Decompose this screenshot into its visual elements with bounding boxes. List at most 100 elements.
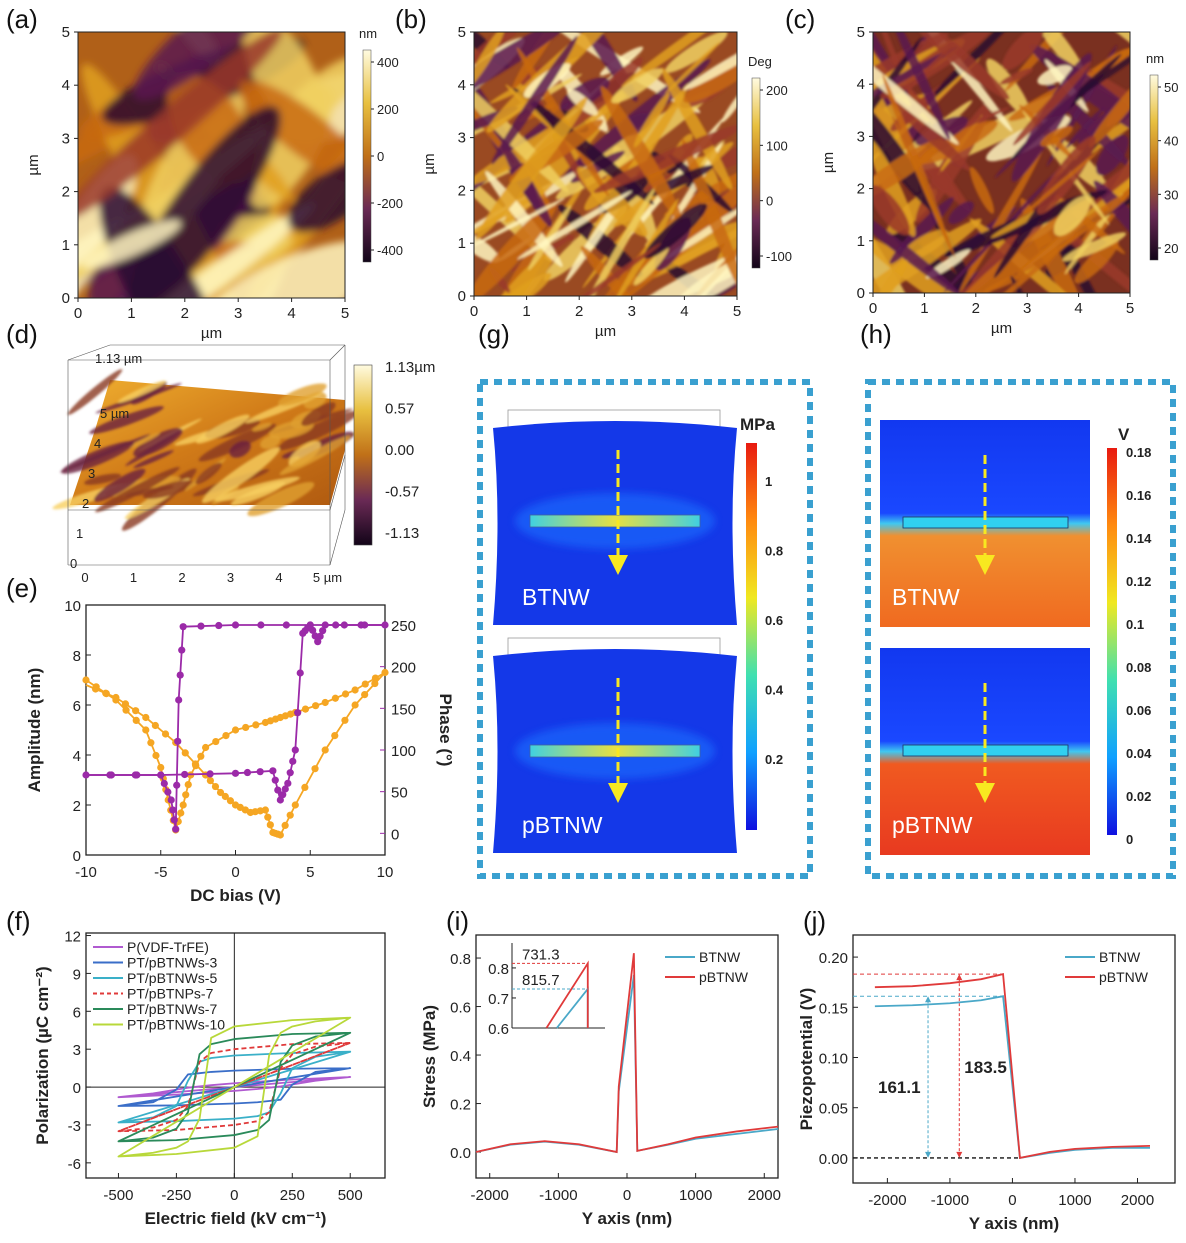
data-point bbox=[152, 751, 160, 760]
legend-label: BTNW bbox=[1099, 949, 1141, 965]
data-point bbox=[202, 743, 210, 752]
data-point bbox=[177, 809, 185, 817]
panel-label: (h) bbox=[860, 319, 892, 349]
data-point bbox=[269, 828, 277, 837]
data-point bbox=[167, 796, 175, 804]
x-axis-label: µm bbox=[201, 325, 222, 342]
x-tick-label: 4 bbox=[287, 305, 295, 322]
colorbar-tick-label: 0.2 bbox=[765, 752, 783, 767]
data-point bbox=[276, 796, 284, 804]
x-tick-label: 3 bbox=[227, 570, 234, 585]
x-tick-label: 0 bbox=[1008, 1192, 1016, 1209]
series-line bbox=[874, 995, 1150, 1159]
colorbar-tick-label: 0.14 bbox=[1126, 531, 1152, 546]
data-point bbox=[286, 811, 294, 819]
x-axis-label: Y axis (nm) bbox=[582, 1209, 672, 1228]
data-point bbox=[321, 621, 329, 629]
data-point bbox=[286, 769, 294, 777]
y2-tick-label: 0 bbox=[391, 826, 399, 843]
legend-label: BTNW bbox=[699, 949, 741, 965]
colorbar-tick-label: 0 bbox=[1126, 832, 1133, 847]
colorbar-tick-label: -400 bbox=[377, 243, 403, 258]
data-point bbox=[231, 801, 240, 809]
series-loop bbox=[117, 1016, 352, 1158]
x-axis-label: µm bbox=[991, 320, 1012, 337]
x-tick-label: 1 bbox=[920, 300, 928, 317]
y-axis-label: Amplitude (nm) bbox=[25, 668, 44, 793]
colorbar bbox=[353, 364, 373, 546]
data-point bbox=[212, 737, 220, 746]
y-tick-label: 1 bbox=[76, 526, 83, 541]
x-tick-label: 5 bbox=[1126, 300, 1134, 317]
colorbar-unit: MPa bbox=[740, 415, 776, 434]
data-point bbox=[291, 801, 299, 809]
data-point bbox=[301, 783, 309, 792]
x-tick-label: -250 bbox=[161, 1187, 191, 1204]
data-point bbox=[340, 621, 348, 629]
y-tick-label: 10 bbox=[64, 598, 81, 615]
y-tick-label: 2 bbox=[857, 181, 865, 198]
data-point bbox=[269, 767, 277, 775]
data-point bbox=[294, 709, 302, 717]
legend-label: pBTNW bbox=[699, 969, 749, 985]
data-point bbox=[182, 791, 190, 799]
x-tick-label: 0 bbox=[869, 300, 877, 317]
potential-map-pbtnw: pBTNW bbox=[880, 648, 1090, 855]
data-point bbox=[191, 760, 200, 768]
stress-map-pbtnw: pBTNW bbox=[493, 637, 737, 853]
data-point bbox=[106, 771, 114, 779]
data-point bbox=[221, 792, 229, 801]
series-loop bbox=[117, 1041, 352, 1133]
data-point bbox=[197, 622, 205, 630]
colorbar-unit: V bbox=[1118, 425, 1130, 444]
colorbar bbox=[751, 77, 761, 269]
y-tick-label: 5 µm bbox=[100, 406, 129, 421]
legend-label: PT/pBTNPs-7 bbox=[127, 986, 214, 1002]
y-tick-label: 0.4 bbox=[450, 1048, 471, 1065]
panel-label: (b) bbox=[395, 4, 427, 34]
series-line bbox=[475, 974, 779, 1154]
colorbar-tick-label: -100 bbox=[766, 249, 792, 264]
data-point bbox=[157, 771, 165, 779]
x-tick-label: 4 bbox=[680, 303, 688, 320]
x-tick-label: 0 bbox=[81, 570, 88, 585]
colorbar-tick-label: 0.06 bbox=[1126, 703, 1151, 718]
data-point bbox=[296, 669, 304, 677]
data-point bbox=[164, 788, 172, 796]
colorbar-unit: nm bbox=[359, 26, 377, 41]
sample-label: BTNW bbox=[892, 584, 960, 610]
data-point bbox=[281, 785, 289, 793]
data-point bbox=[175, 696, 183, 704]
x-tick-label: 0 bbox=[623, 1187, 631, 1204]
y2-tick-label: 150 bbox=[391, 701, 416, 718]
sample-label: pBTNW bbox=[522, 812, 603, 838]
y-tick-label: 0.8 bbox=[488, 961, 509, 978]
data-point bbox=[173, 781, 181, 789]
data-point bbox=[256, 768, 264, 776]
colorbar-tick-label: -1.13 bbox=[385, 525, 419, 542]
data-point bbox=[351, 701, 359, 709]
data-point bbox=[142, 713, 150, 722]
data-point bbox=[131, 771, 139, 779]
data-point bbox=[82, 676, 90, 684]
colorbar-tick-label: 1.13µm bbox=[385, 359, 435, 376]
colorbar-tick-label: 30 bbox=[1164, 187, 1178, 202]
annotation-label: 815.7 bbox=[522, 972, 560, 989]
y-tick-label: 0.10 bbox=[819, 1050, 848, 1067]
data-point bbox=[231, 621, 240, 629]
y-tick-label: 0.00 bbox=[819, 1151, 848, 1168]
colorbar-tick-label: 0.57 bbox=[385, 401, 414, 418]
stress-map-btnw: BTNW bbox=[493, 409, 737, 625]
afm-height-map bbox=[474, 32, 737, 296]
y-tick-label: 4 bbox=[857, 76, 865, 93]
data-point bbox=[291, 746, 299, 754]
y-tick-label: 8 bbox=[73, 648, 81, 665]
y-tick-label: 0.7 bbox=[488, 991, 509, 1008]
colorbar-tick-label: 0.8 bbox=[765, 544, 783, 559]
y2-tick-label: 250 bbox=[391, 618, 416, 635]
data-point bbox=[174, 737, 182, 745]
inset-chart: 0.6 0.7 0.8 731.3 815.7 bbox=[488, 943, 605, 1038]
data-point bbox=[311, 765, 319, 773]
data-point bbox=[314, 638, 322, 646]
